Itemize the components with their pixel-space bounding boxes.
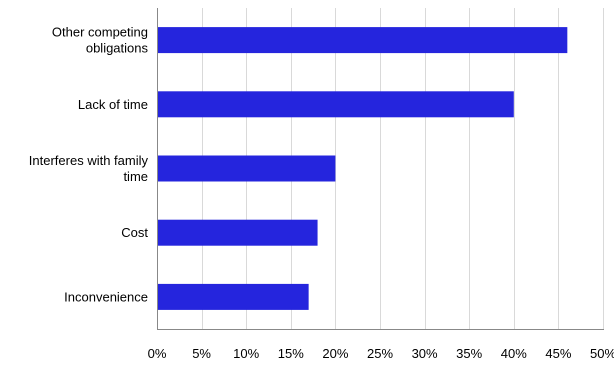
category-label-line: obligations xyxy=(86,41,149,56)
x-tick-label-40: 40% xyxy=(501,346,527,361)
category-labels: Other competing obligations Lack of time In… xyxy=(29,25,149,305)
bar-0 xyxy=(157,27,568,54)
x-tick-label-0: 0% xyxy=(148,346,167,361)
bar-2 xyxy=(157,155,336,182)
x-tick-label-30: 30% xyxy=(412,346,438,361)
x-tick-label-35: 35% xyxy=(456,346,482,361)
bars xyxy=(157,27,568,310)
category-label-1: Lack of time xyxy=(78,97,148,112)
category-label-line: Inconvenience xyxy=(64,289,148,304)
x-tick-label-50: 50% xyxy=(590,346,614,361)
category-label-3: Cost xyxy=(121,225,148,240)
category-label-2: Interferes with family time xyxy=(29,153,149,184)
x-tick-labels: 0% 5% 10% 15% 20% 25% 30% 35% 40% 45% 50% xyxy=(148,346,614,361)
x-tick-label-45: 45% xyxy=(545,346,571,361)
category-label-line: Interferes with family xyxy=(29,153,149,168)
category-label-line: Lack of time xyxy=(78,97,148,112)
axes xyxy=(157,8,604,330)
category-label-4: Inconvenience xyxy=(64,289,148,304)
category-label-line: time xyxy=(123,169,148,184)
x-tick-label-10: 10% xyxy=(233,346,259,361)
bar-3 xyxy=(157,219,318,246)
x-tick-label-25: 25% xyxy=(367,346,393,361)
x-tick-label-20: 20% xyxy=(322,346,348,361)
category-label-line: Cost xyxy=(121,225,148,240)
grid-lines xyxy=(202,8,604,329)
category-label-line: Other competing xyxy=(52,25,148,40)
x-tick-label-15: 15% xyxy=(278,346,304,361)
bar-4 xyxy=(157,283,309,310)
x-tick-label-5: 5% xyxy=(192,346,211,361)
bar-1 xyxy=(157,91,514,118)
category-label-0: Other competing obligations xyxy=(52,25,149,56)
